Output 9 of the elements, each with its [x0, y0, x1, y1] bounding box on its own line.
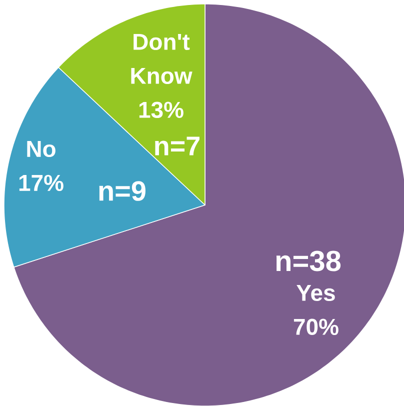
slice-label: Yes	[296, 284, 335, 302]
data-label: 70%	[294, 318, 338, 336]
slice-label: Don't Know	[131, 34, 192, 84]
data-label: 13%	[139, 102, 184, 118]
data-label: 17%	[19, 174, 64, 192]
text: n=38	[276, 250, 341, 272]
text: n=9	[99, 181, 146, 201]
slice-label: No	[27, 140, 56, 158]
text: n=7	[155, 136, 200, 156]
